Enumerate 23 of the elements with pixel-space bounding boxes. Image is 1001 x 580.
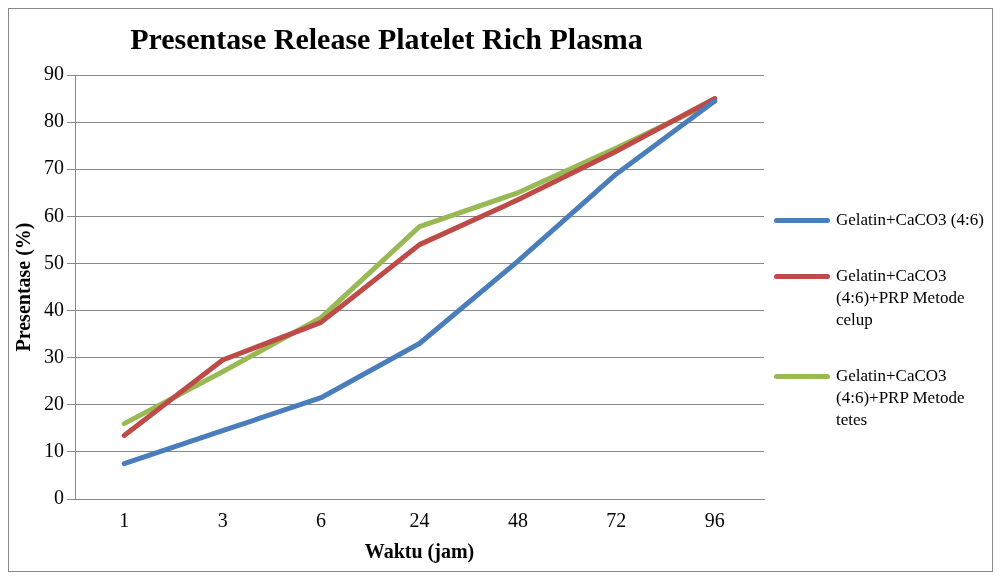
x-axis-title: Waktu (jam) (364, 540, 475, 564)
legend-label: Gelatin+CaCO3 (4:6)+PRP Metode tetes (836, 365, 966, 431)
y-axis-title: Presentase (%) (12, 222, 36, 352)
y-tick-label: 70 (44, 156, 64, 179)
y-tick-label: 10 (44, 439, 64, 462)
x-tick-label: 1 (119, 509, 130, 532)
y-tick-label: 80 (44, 109, 64, 132)
legend-label: Gelatin+CaCO3 (4:6)+PRP Metode celup (836, 265, 966, 331)
x-tick-label: 6 (316, 509, 327, 532)
x-tick-label: 96 (704, 509, 725, 532)
y-tick-label: 0 (54, 486, 64, 509)
y-tick-label: 30 (44, 344, 64, 367)
x-tick-label: 24 (409, 509, 430, 532)
y-tick-label: 50 (44, 250, 64, 273)
y-tick-label: 60 (44, 203, 64, 226)
y-tick-label: 40 (44, 297, 64, 320)
legend-label: Gelatin+CaCO3 (4:6) (836, 209, 984, 231)
chart-title: Presentase Release Platelet Rich Plasma (130, 21, 643, 55)
x-tick-label: 72 (606, 509, 627, 532)
x-tick-label: 3 (217, 509, 228, 532)
y-tick-label: 20 (44, 392, 64, 415)
x-tick-label: 48 (507, 509, 528, 532)
y-tick-label: 90 (44, 62, 64, 85)
